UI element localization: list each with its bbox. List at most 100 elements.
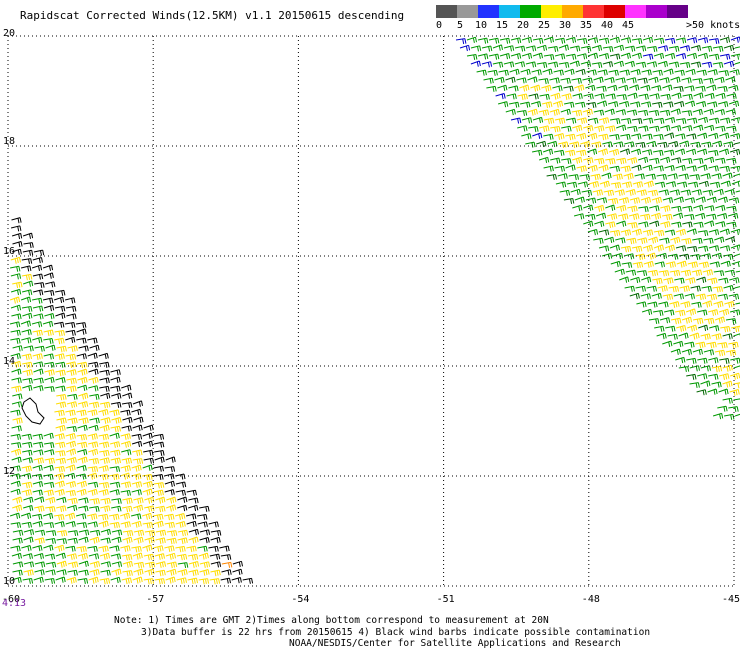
wind-barb	[153, 513, 164, 521]
wind-barb	[55, 289, 66, 296]
wind-barb	[620, 229, 632, 236]
wind-barb	[141, 512, 153, 520]
wind-barb	[723, 60, 734, 68]
wind-barb	[724, 413, 735, 420]
wind-barb	[33, 449, 44, 456]
wind-barb	[11, 401, 23, 408]
wind-barb	[66, 553, 78, 560]
wind-barb	[698, 180, 709, 187]
wind-barb	[153, 474, 164, 480]
wind-barb	[88, 458, 100, 465]
wind-barb	[120, 545, 131, 552]
wind-barb	[565, 36, 577, 44]
wind-barb	[525, 45, 537, 52]
wind-barb	[87, 481, 99, 488]
wind-barb	[34, 496, 45, 503]
wind-barb	[32, 257, 43, 264]
wind-barb	[9, 512, 21, 519]
wind-barb	[582, 77, 593, 84]
wind-barb	[702, 300, 713, 308]
wind-barb	[718, 308, 730, 316]
wind-barb	[707, 309, 719, 316]
wind-barb	[99, 361, 110, 368]
wind-barb	[671, 205, 682, 212]
wind-barb	[587, 164, 598, 172]
wind-barb	[631, 245, 643, 253]
wind-barb	[131, 464, 142, 472]
wind-barb	[32, 273, 44, 280]
wind-barb	[98, 433, 109, 441]
wind-barb	[690, 141, 701, 148]
wind-barb	[166, 568, 177, 576]
wind-barb	[121, 457, 132, 465]
wind-barb	[728, 197, 740, 204]
wind-barb	[78, 497, 89, 504]
wind-barb	[89, 569, 100, 576]
wind-barb	[576, 117, 588, 124]
wind-barb	[642, 117, 654, 124]
wind-barb	[703, 77, 714, 84]
wind-barb	[131, 481, 143, 488]
wind-barb	[656, 174, 667, 180]
wind-barb	[653, 244, 664, 252]
wind-barb	[560, 108, 571, 115]
wind-barb	[659, 237, 670, 244]
wind-barb	[618, 84, 629, 92]
wind-barb	[561, 125, 572, 132]
wind-barb	[663, 68, 674, 75]
wind-barb	[640, 84, 651, 92]
wind-barb	[89, 498, 100, 505]
wind-barb	[109, 441, 121, 448]
wind-barb	[675, 53, 687, 60]
wind-barb	[22, 312, 33, 319]
wind-barb	[87, 433, 98, 440]
wind-barb	[654, 181, 666, 188]
wind-barb	[10, 545, 21, 552]
wind-barb	[682, 125, 693, 132]
wind-barb	[692, 317, 704, 325]
wind-barb	[686, 117, 698, 124]
wind-barb	[658, 189, 669, 196]
wind-barb	[730, 117, 740, 124]
wind-barb	[642, 164, 653, 171]
wind-barb	[642, 53, 654, 60]
wind-barb	[210, 561, 222, 568]
wind-barb	[121, 402, 133, 408]
wind-barb	[550, 126, 561, 133]
wind-barb	[155, 529, 167, 537]
wind-barb	[648, 76, 659, 83]
wind-barb	[717, 196, 728, 203]
wind-barb	[704, 220, 715, 227]
wind-barb	[617, 213, 629, 221]
wind-barb	[45, 506, 56, 513]
wind-barb	[109, 466, 121, 472]
wind-barb	[695, 341, 706, 349]
wind-barb	[641, 276, 652, 283]
wind-barb	[131, 546, 142, 553]
wind-barb	[629, 101, 641, 108]
wind-barb	[109, 489, 120, 496]
wind-barb	[154, 450, 165, 456]
wind-barb	[700, 333, 711, 340]
wind-barb	[714, 109, 725, 116]
wind-barb	[668, 45, 680, 52]
wind-barb	[470, 45, 482, 52]
wind-barb	[733, 365, 740, 369]
wind-barb	[695, 101, 707, 108]
wind-barb	[98, 409, 109, 416]
wind-barb	[621, 262, 633, 268]
wind-barb	[621, 181, 633, 188]
wind-barb	[142, 544, 153, 552]
wind-barb	[709, 181, 721, 188]
wind-barb	[11, 217, 22, 224]
wind-barb	[99, 552, 110, 560]
longitude-label: -48	[582, 594, 600, 605]
legend-swatch	[478, 5, 499, 18]
wind-barb	[77, 552, 88, 560]
wind-barb	[653, 149, 664, 156]
wind-barb	[44, 376, 55, 384]
wind-barb	[587, 229, 599, 236]
wind-barb	[130, 513, 142, 520]
wind-barb	[558, 62, 570, 68]
wind-barb	[536, 44, 548, 51]
